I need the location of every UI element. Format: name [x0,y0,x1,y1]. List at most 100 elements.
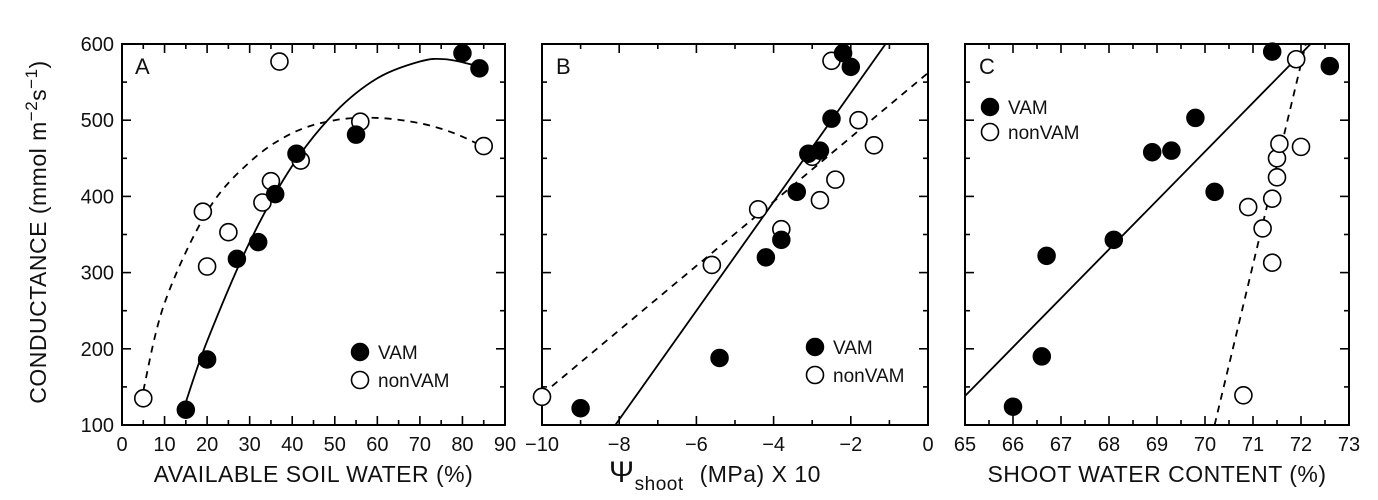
x-tick-label: 67 [1050,434,1072,456]
data-point-nonvam [1254,220,1271,237]
data-point-nonvam [1264,254,1281,271]
data-point-nonvam [1288,51,1305,68]
data-point-nonvam [534,388,551,405]
legend-label-nonvam: nonVAM [378,371,449,392]
y-tick-label: 400 [81,186,114,208]
y-tick-label: 200 [81,339,114,361]
data-point-vam [1033,348,1050,365]
y-tick-label: 500 [81,110,114,132]
legend-marker-nonvam [807,367,824,384]
data-point-nonvam [199,258,216,275]
x-tick-label: −10 [525,434,559,456]
x-tick-label: 60 [366,434,388,456]
data-point-nonvam [135,390,152,407]
y-axis-title-main: CONDUCTANCE (mmol m [25,121,51,404]
y-axis-title-end: ) [25,60,51,68]
legend-marker-nonvam [352,372,369,389]
data-point-nonvam [865,137,882,154]
x-tick-label: 73 [1338,434,1360,456]
data-point-vam [1163,142,1180,159]
x-tick-label: 0 [922,434,933,456]
panel-letter: A [135,54,150,79]
x-tick-label: 69 [1146,434,1168,456]
panel-letter: C [979,54,995,79]
data-point-vam [711,349,728,366]
data-point-vam [199,351,216,368]
data-point-nonvam [811,192,828,209]
legend-marker-vam [352,344,369,361]
x-tick-label: 66 [1002,434,1024,456]
x-axis-title-units: (MPa) X 10 [700,461,821,487]
legend-label-vam: VAM [1008,98,1048,119]
legend-marker-nonvam [982,124,999,141]
fit-line-nonvam [143,118,483,391]
data-point-vam [788,183,805,200]
data-point-nonvam [271,53,288,70]
legend-marker-vam [982,99,999,116]
data-point-vam [1038,247,1055,264]
data-point-vam [454,45,471,62]
data-point-nonvam [827,171,844,188]
data-point-vam [1206,183,1223,200]
data-point-nonvam [1271,135,1288,152]
x-tick-label: 70 [409,434,431,456]
x-tick-label: 40 [281,434,303,456]
x-tick-label: −6 [685,434,708,456]
data-point-nonvam [475,138,492,155]
data-point-vam [1321,58,1338,75]
legend-label-nonvam: nonVAM [833,366,904,387]
x-axis-title: AVAILABLE SOIL WATER (%) [154,461,474,487]
x-tick-label: 80 [451,434,473,456]
x-axis-title: SHOOT WATER CONTENT (%) [987,461,1326,487]
data-point-vam [1005,398,1022,415]
x-axis-title: Ψshoot (MPa) X 10 [609,456,821,495]
data-point-nonvam [1235,387,1252,404]
data-point-vam [1144,144,1161,161]
x-tick-label: 20 [196,434,218,456]
y-tick-label: 100 [81,415,114,437]
y-axis-title-mid: s [25,89,51,101]
data-point-vam [572,400,589,417]
data-point-nonvam [703,256,720,273]
x-tick-label: 71 [1242,434,1264,456]
data-point-nonvam [1269,169,1286,186]
data-point-vam [250,234,267,251]
data-point-vam [288,145,305,162]
data-point-vam [842,58,859,75]
x-tick-label: 30 [239,434,261,456]
data-point-vam [1187,109,1204,126]
data-point-vam [811,142,828,159]
plot-frame [122,44,505,425]
data-point-vam [471,60,488,77]
data-point-vam [348,126,365,143]
data-point-vam [177,401,194,418]
legend-label-nonvam: nonVAM [1008,123,1079,144]
data-point-vam [757,249,774,266]
data-point-nonvam [1264,190,1281,207]
data-point-nonvam [220,224,237,241]
data-point-vam [823,110,840,127]
y-tick-label: 600 [81,34,114,56]
legend-label-vam: VAM [378,343,418,364]
legend-marker-vam [807,339,824,356]
y-axis-title-sup2: −1 [22,68,41,88]
data-point-vam [1105,231,1122,248]
x-tick-label: 72 [1290,434,1312,456]
x-tick-label: 65 [954,434,976,456]
legend-label-vam: VAM [833,338,873,359]
y-axis-title: CONDUCTANCE (mmol m−2s−1) [22,60,51,403]
x-tick-label: 50 [324,434,346,456]
data-point-vam [1264,43,1281,60]
data-point-vam [267,186,284,203]
data-point-nonvam [1240,199,1257,216]
x-tick-label: −8 [608,434,631,456]
data-point-nonvam [850,112,867,129]
panel-b: −10 −8 −6 −4 −2 0 Ψshoot (MPa) X 10 B VAM nonVAM [525,44,934,495]
panel-letter: B [556,54,571,79]
data-point-nonvam [1293,138,1310,155]
x-tick-label: −2 [839,434,862,456]
x-tick-label: 70 [1194,434,1216,456]
x-tick-label: 10 [153,434,175,456]
